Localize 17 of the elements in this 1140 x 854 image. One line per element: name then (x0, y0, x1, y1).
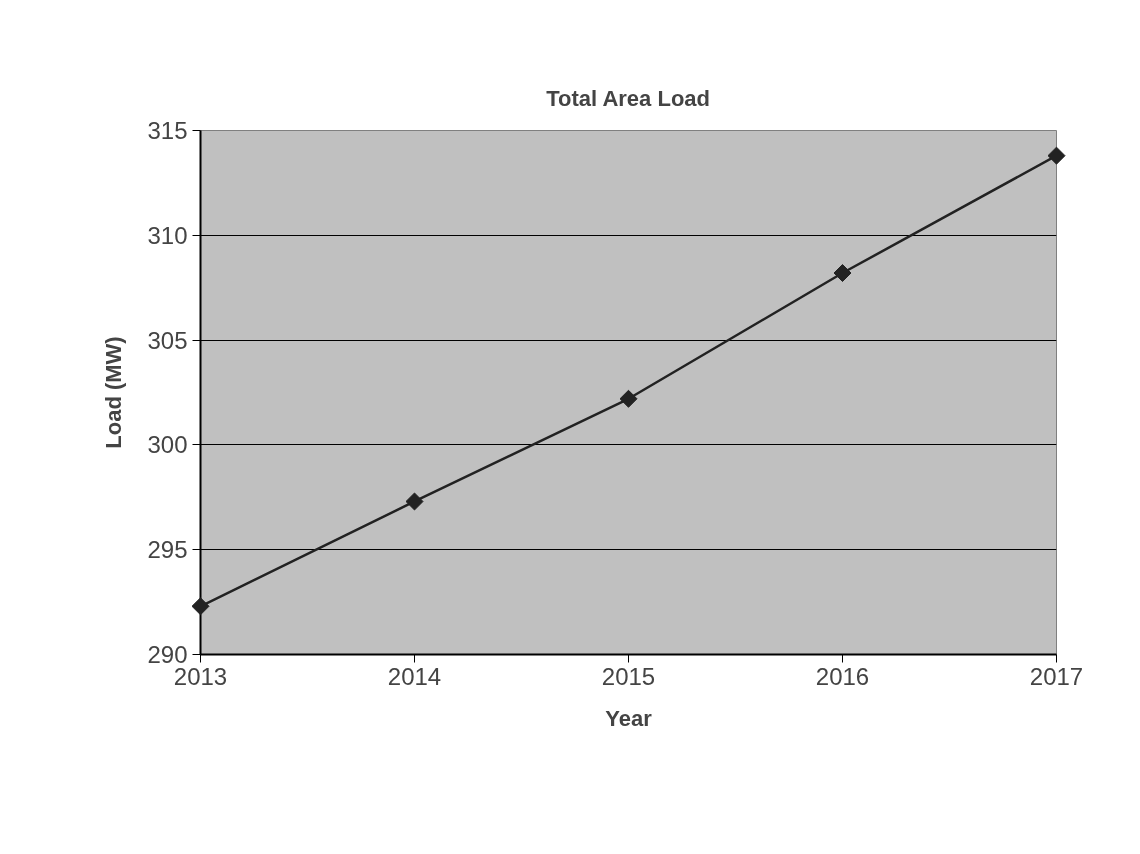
y-tick-label: 305 (147, 326, 188, 354)
y-axis-title: Load (MW) (101, 336, 127, 449)
x-tick-label: 2014 (387, 662, 442, 690)
x-axis-title: Year (605, 705, 653, 731)
chart-title: Total Area Load (546, 85, 710, 111)
y-tick-label: 315 (147, 117, 188, 144)
y-tick-label: 300 (147, 431, 188, 459)
y-tick-label: 310 (147, 221, 188, 249)
point (405, 492, 424, 511)
y-tick-label: 295 (147, 536, 188, 564)
point (619, 389, 638, 408)
point (833, 264, 852, 283)
x-tick-label: 2016 (815, 662, 870, 690)
x-tick-label: 2015 (601, 662, 656, 690)
point (1047, 146, 1066, 165)
point (191, 597, 210, 616)
x-tick-label: 2017 (1029, 662, 1084, 690)
